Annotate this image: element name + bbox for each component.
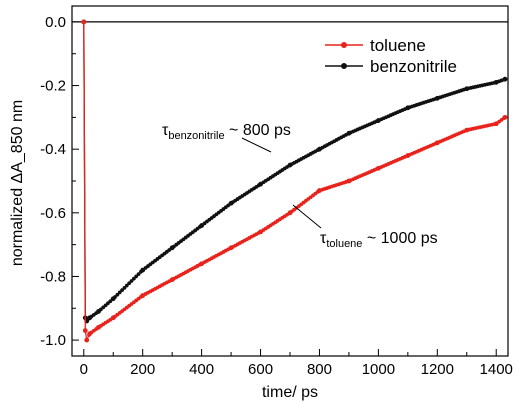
- x-axis-title: time/ ps: [262, 384, 318, 401]
- trace-dot-toluene: [84, 338, 89, 342]
- trace-dot-benzonitrile: [113, 295, 117, 299]
- trace-dot-toluene: [501, 116, 506, 121]
- series-toluene: [81, 19, 508, 343]
- trace-dot-benzonitrile: [127, 281, 132, 286]
- x-tick-label: 1400: [480, 361, 513, 378]
- trace-dot-benzonitrile: [110, 297, 115, 302]
- x-tick-label: 0: [80, 361, 88, 378]
- x-tick-label: 600: [248, 361, 273, 378]
- legend-item-toluene: toluene: [325, 36, 426, 55]
- y-tick-label: -0.6: [40, 205, 66, 222]
- legend: toluene benzonitrile: [325, 36, 457, 76]
- trace-dot-benzonitrile: [124, 283, 129, 288]
- trace-dot-benzonitrile: [501, 77, 506, 82]
- data-point-toluene: [81, 19, 87, 25]
- annotation-toluene-pointer: [292, 204, 322, 229]
- trace-dot-benzonitrile: [129, 279, 134, 283]
- x-tick-label: 1000: [362, 361, 395, 378]
- trace-dot-benzonitrile: [131, 276, 136, 281]
- legend-label-toluene: toluene: [370, 36, 426, 55]
- y-axis-title: normalized ΔA_850 nm: [9, 100, 26, 266]
- y-tick-label: -0.2: [40, 78, 66, 95]
- series-benzonitrile: [81, 19, 508, 324]
- legend-marker-benzonitrile: [341, 63, 347, 69]
- x-tick-label: 400: [189, 361, 214, 378]
- trace-dot-benzonitrile: [115, 292, 120, 297]
- y-tick-label: 0.0: [45, 14, 66, 31]
- annotation-toluene-text: τtoluene ~ 1000 ps: [320, 230, 438, 250]
- y-tick-label: -0.8: [40, 268, 66, 285]
- trace-dot-benzonitrile: [122, 285, 127, 290]
- x-tick-label: 800: [307, 361, 332, 378]
- legend-item-benzonitrile: benzonitrile: [325, 57, 457, 76]
- data-point-toluene: [82, 328, 88, 333]
- annotation-toluene: τtoluene ~ 1000 ps: [292, 204, 438, 250]
- x-tick-label: 1200: [421, 361, 454, 378]
- trace-dot-benzonitrile: [134, 274, 139, 279]
- trace-dot-benzonitrile: [117, 290, 122, 295]
- legend-label-benzonitrile: benzonitrile: [370, 57, 457, 76]
- trace-dot-benzonitrile: [120, 288, 124, 293]
- trace-dot-benzonitrile: [136, 272, 141, 276]
- trace-dot-toluene: [87, 333, 91, 337]
- x-tick-label: 200: [130, 361, 155, 378]
- series-layer: [81, 19, 508, 343]
- annotation-benzonitrile-text: τbenzonitrile ~ 800 ps: [162, 122, 291, 142]
- ticks-layer: 0 200 400 600 800 1000 1200 1400 0.0 -0.2 -0.4 -0.6…: [40, 14, 513, 378]
- y-tick-label: -1.0: [40, 332, 66, 349]
- annotation-benzonitrile: τbenzonitrile ~ 800 ps: [162, 122, 291, 153]
- y-tick-label: -0.4: [40, 141, 66, 158]
- legend-marker-toluene: [341, 42, 347, 48]
- annotation-benzonitrile-pointer: [241, 137, 272, 153]
